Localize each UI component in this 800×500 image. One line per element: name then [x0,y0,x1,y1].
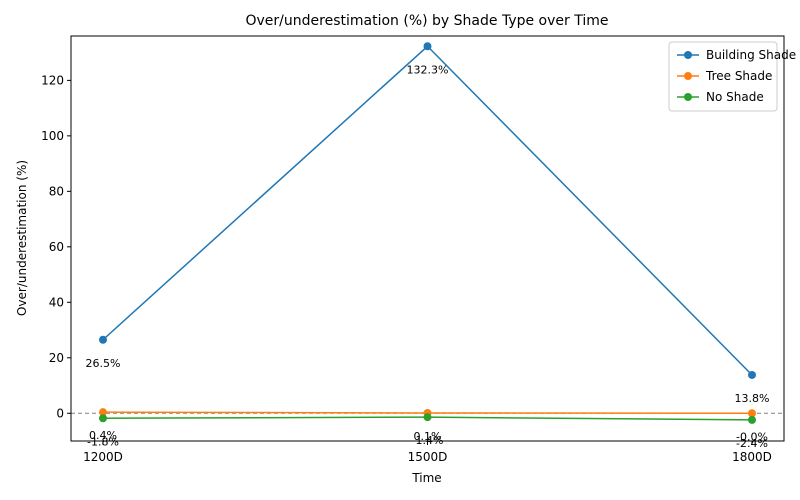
legend-entry: Building Shade [706,48,796,62]
y-tick-label: 0 [56,406,64,420]
legend-marker [684,72,692,80]
chart-title: Over/underestimation (%) by Shade Type o… [246,13,609,29]
data-label: -0.0% [736,430,768,443]
data-point [99,335,107,344]
legend-frame [668,41,778,112]
y-tick-label: 100 [41,129,64,143]
y-tick-label: 40 [49,295,64,309]
y-tick-label: 20 [49,351,64,365]
plot-frame [70,35,785,442]
data-point [748,409,756,418]
data-label: -2.4% [736,437,768,450]
data-label: 0.1% [414,430,442,443]
data-point [423,42,432,51]
data-point [423,413,432,422]
legend-marker [684,93,692,101]
data-point [748,415,756,424]
data-label: -1.8% [87,435,119,448]
x-tick-label: 1800D [732,450,772,464]
x-axis-label: Time [411,471,441,485]
legend-marker [684,51,692,59]
series-line [102,45,753,376]
y-tick-label: 60 [49,240,64,254]
data-point [99,414,107,423]
y-axis-label: Over/underestimation (%) [15,160,29,316]
legend: Building Shade Tree Shade No Shade [668,41,796,112]
data-label: 0.4% [89,429,117,442]
data-label: 132.3% [407,63,449,76]
x-tick-label: 1200D [83,450,123,464]
y-tick-label: 120 [41,73,64,87]
data-point [748,370,756,379]
data-label: 13.8% [735,392,770,405]
x-tick-label: 1500D [408,450,448,464]
legend-entry: No Shade [706,90,764,104]
legend-entry: Tree Shade [705,69,772,83]
data-label: 26.5% [86,357,121,370]
data-point [99,408,107,417]
y-tick-label: 80 [49,184,64,198]
